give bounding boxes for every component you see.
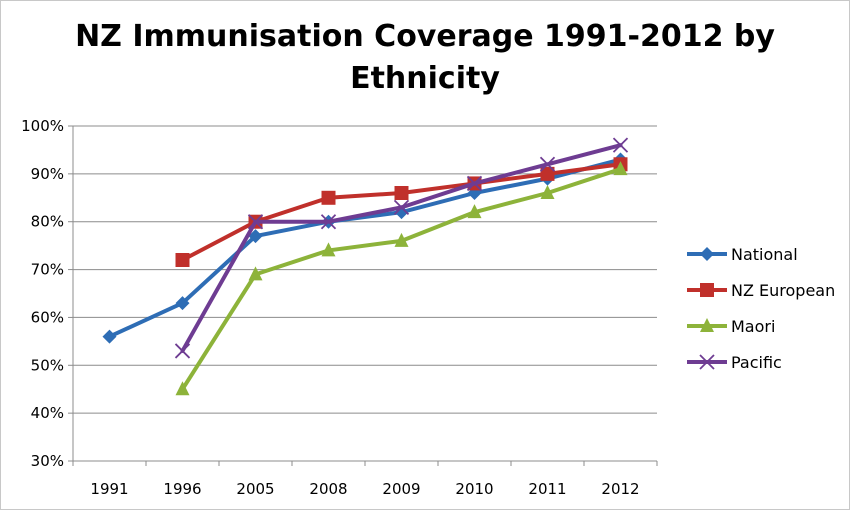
data-point (613, 161, 628, 176)
data-point (175, 253, 190, 267)
y-tick-label: 80% (31, 213, 64, 231)
x-tick-label: 2010 (455, 480, 493, 498)
x-tick-label: 2005 (236, 480, 274, 498)
y-tick-label: 40% (31, 404, 64, 422)
data-point (466, 175, 483, 192)
x-tick-label: 2009 (382, 480, 420, 498)
legend-item: NZ European (687, 281, 835, 300)
series-line (180, 167, 623, 392)
data-point (539, 156, 556, 172)
axis-layer: 30% 40% 50% 60% 70% 80% 90% 100% 1991 1996 2005 200… (21, 117, 658, 498)
data-point (320, 214, 337, 230)
data-point-stroke (699, 354, 715, 370)
legend: National NZ European Maori Pacific (687, 245, 835, 372)
legend-item: National (687, 245, 798, 264)
legend-item: Pacific (687, 353, 782, 372)
series-line (107, 157, 623, 339)
data-point-stroke (539, 156, 556, 172)
data-point (467, 204, 482, 219)
legend-label: Maori (731, 317, 775, 336)
series-layer (102, 137, 629, 396)
data-point (700, 247, 714, 261)
data-point-stroke (393, 199, 410, 215)
data-point (247, 214, 264, 230)
x-tick-label: 1996 (163, 480, 201, 498)
data-point-stroke (320, 214, 337, 230)
y-tick-label: 70% (31, 261, 64, 279)
chart-title-line1: NZ Immunisation Coverage 1991-2012 by (75, 19, 775, 54)
data-point (174, 343, 191, 359)
data-point (175, 381, 190, 396)
data-point (102, 329, 117, 344)
data-point-stroke (466, 175, 483, 192)
data-point (394, 186, 409, 200)
data-point (700, 318, 714, 332)
series-national (102, 152, 628, 344)
data-point-stroke (247, 214, 264, 230)
data-point (393, 199, 410, 215)
data-point (248, 229, 263, 244)
data-point-stroke (174, 343, 191, 359)
data-point (321, 242, 336, 257)
legend-label: NZ European (731, 281, 835, 300)
data-point (248, 266, 263, 281)
y-tick-label: 60% (31, 308, 64, 326)
chart-title: NZ Immunisation Coverage 1991-2012 by Et… (0, 16, 850, 100)
data-point (321, 190, 336, 205)
y-tick-label: 90% (31, 165, 64, 183)
x-tick-label: 2012 (601, 480, 639, 498)
data-point (394, 232, 409, 247)
x-tick-label: 2011 (528, 480, 566, 498)
data-point (175, 296, 190, 311)
data-point (540, 166, 555, 181)
data-point (699, 354, 715, 370)
x-tick-label: 2008 (309, 480, 347, 498)
data-point (700, 283, 714, 297)
chart-title-line2: Ethnicity (350, 61, 500, 96)
x-tick-label: 1991 (90, 480, 128, 498)
series-maori (175, 161, 628, 396)
y-tick-label: 30% (31, 452, 64, 470)
legend-label: Pacific (731, 353, 782, 372)
data-point-stroke (612, 137, 629, 153)
legend-label: National (731, 245, 798, 264)
y-tick-label: 100% (21, 117, 64, 135)
data-point (612, 137, 629, 153)
legend-item: Maori (687, 317, 775, 336)
y-tick-label: 50% (31, 356, 64, 374)
data-point (540, 185, 555, 199)
grid-layer (73, 125, 657, 462)
series-pacific (174, 137, 629, 359)
